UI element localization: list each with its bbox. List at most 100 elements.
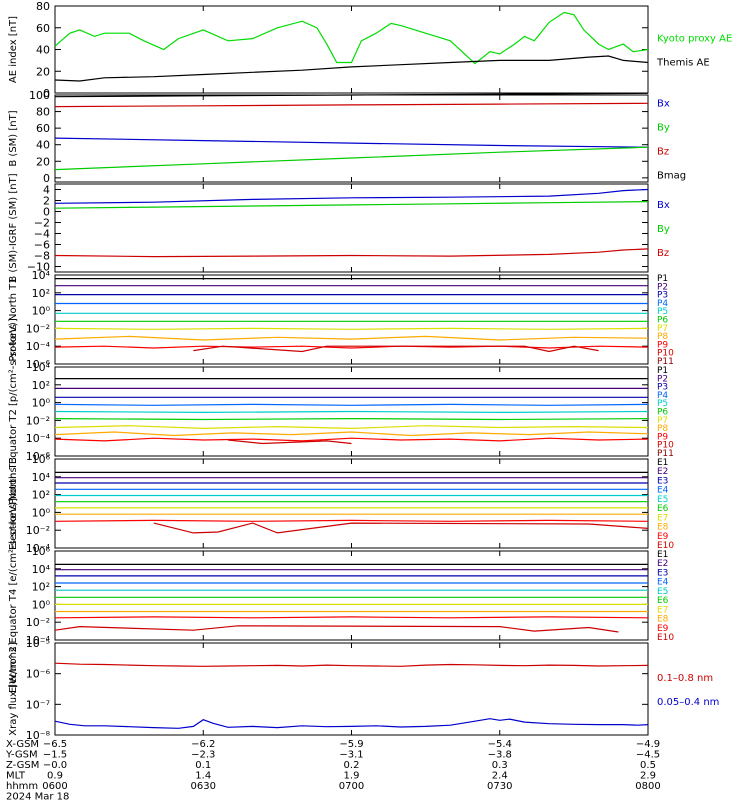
- legend-label: P8: [657, 332, 668, 342]
- panel-frame: [54, 642, 649, 736]
- y-tick-label: 10²: [32, 581, 50, 594]
- legend-label: P2: [657, 282, 668, 292]
- legend-label: E3: [657, 476, 668, 486]
- legend-label: E4: [657, 486, 669, 496]
- axis-row-value: −4.9: [636, 739, 660, 750]
- axis-row-value: 0.3: [492, 760, 508, 771]
- axis-row-value: 0.2: [344, 760, 360, 771]
- axis-row-value: −5.9: [339, 739, 363, 750]
- series-line: [54, 188, 649, 204]
- legend-label: E5: [657, 495, 668, 505]
- y-tick-label: 10⁻⁶: [26, 668, 51, 681]
- legend-label: Bz: [657, 147, 669, 158]
- legend-label: E6: [657, 596, 669, 606]
- series-line: [54, 437, 649, 442]
- legend-label: 0.1–0.8 nm: [657, 673, 713, 684]
- y-tick-label: 10⁻²: [26, 524, 50, 537]
- y-tick-label: 10⁻⁵: [26, 637, 50, 650]
- series-line: [54, 335, 649, 341]
- y-tick-label: 80: [36, 106, 50, 119]
- y-tick-label: 10⁻²: [26, 616, 50, 629]
- series-line: [54, 625, 619, 633]
- legend-label: 0.05–0.4 nm: [657, 697, 719, 708]
- axis-row-label: hhmm: [6, 781, 38, 792]
- legend-label: E9: [657, 532, 669, 542]
- series-line: [54, 248, 649, 258]
- legend-label: P1: [657, 274, 668, 284]
- axis-row-label: X-GSM: [6, 739, 39, 750]
- legend-label: P1: [657, 366, 668, 376]
- legend-label: E5: [657, 587, 668, 597]
- y-tick-label: 10⁰: [32, 397, 51, 410]
- y-tick-label: −4: [34, 228, 50, 241]
- y-tick-label: 10⁻²: [26, 322, 50, 335]
- y-tick-label: 10⁻⁶: [26, 358, 51, 371]
- series-line: [54, 146, 649, 171]
- legend-label: Bx: [657, 99, 670, 110]
- legend-label: Bmag: [657, 171, 686, 182]
- legend-label: E8: [657, 615, 669, 625]
- legend-label: P7: [657, 324, 668, 334]
- y-tick-label: 60: [36, 122, 50, 135]
- date-label: 2024 Mar 18: [6, 792, 69, 800]
- legend-label: Bx: [657, 200, 670, 211]
- legend-label: P3: [657, 383, 668, 393]
- axis-row-value: −0.0: [43, 760, 67, 771]
- axis-row-label: Y-GSM: [5, 750, 38, 761]
- panel-frame: [54, 5, 649, 94]
- axis-row-label: MLT: [6, 771, 26, 782]
- y-axis-label: B (SM)-IGRF (SM) [nT]: [8, 173, 19, 282]
- legend-label: E7: [657, 513, 668, 523]
- y-tick-label: 10⁰: [32, 305, 51, 318]
- y-tick-label: −2: [34, 217, 50, 230]
- legend-label: E10: [657, 633, 674, 643]
- series-line: [54, 137, 649, 148]
- series-line: [153, 522, 649, 534]
- y-tick-label: 10⁻⁷: [26, 698, 50, 711]
- legend-label: P3: [657, 291, 668, 301]
- legend-label: Themis AE: [656, 58, 710, 69]
- series-line: [54, 417, 649, 421]
- y-tick-label: 0: [43, 206, 50, 219]
- series-line: [54, 616, 649, 619]
- axis-row-value: −6.5: [43, 739, 67, 750]
- legend-label: E6: [657, 504, 669, 514]
- y-tick-label: 10⁴: [32, 269, 51, 282]
- panel-7: 10⁻⁴ 10⁻² 10⁰ 10² 10⁴ 10⁶ Electrons Equator T4…: [8, 498, 674, 693]
- legend-label: E9: [657, 624, 669, 634]
- y-tick-label: −10: [27, 261, 50, 274]
- legend-label: E2: [657, 559, 668, 569]
- axis-row-value: −2.3: [191, 750, 215, 761]
- axis-row-value: −6.2: [191, 739, 215, 750]
- axis-row-value: 0630: [191, 781, 216, 792]
- panel-2: 0 20 40 60 80 100 B (SM) [nT] Bx By Bz Bmag: [8, 89, 686, 185]
- legend-label: P7: [657, 416, 668, 426]
- series-line: [227, 439, 352, 445]
- series-line: [54, 201, 649, 209]
- panel-5: 10⁻⁶ 10⁻⁴ 10⁻² 10⁰ 10² 10⁴ Protons Equator T2 …: [8, 318, 674, 505]
- legend-label: Kyoto proxy AE: [657, 34, 732, 45]
- y-tick-label: 10⁻⁴: [26, 340, 51, 353]
- y-axis-label: B (SM) [nT]: [8, 110, 19, 166]
- legend-label: E2: [657, 467, 668, 477]
- axis-row-value: 0.1: [195, 760, 211, 771]
- legend-label: P11: [657, 357, 674, 367]
- y-tick-label: 60: [36, 22, 50, 35]
- legend-label: E7: [657, 605, 668, 615]
- y-tick-label: 10⁻²: [26, 414, 50, 427]
- y-tick-label: 40: [36, 139, 50, 152]
- series-line: [54, 327, 649, 330]
- series-line: [193, 345, 599, 353]
- axis-row-value: −5.4: [488, 739, 512, 750]
- y-tick-label: 10⁻⁸: [26, 729, 51, 742]
- y-tick-label: 10⁴: [32, 471, 51, 484]
- y-tick-label: 10⁻⁴: [26, 634, 51, 647]
- legend-label: P5: [657, 399, 668, 409]
- legend-label: P2: [657, 374, 668, 384]
- legend-label: P9: [657, 340, 668, 350]
- y-tick-label: 2: [43, 195, 50, 208]
- y-tick-label: 10⁶: [32, 453, 51, 466]
- y-tick-label: 0: [43, 87, 50, 100]
- series-line: [54, 431, 649, 437]
